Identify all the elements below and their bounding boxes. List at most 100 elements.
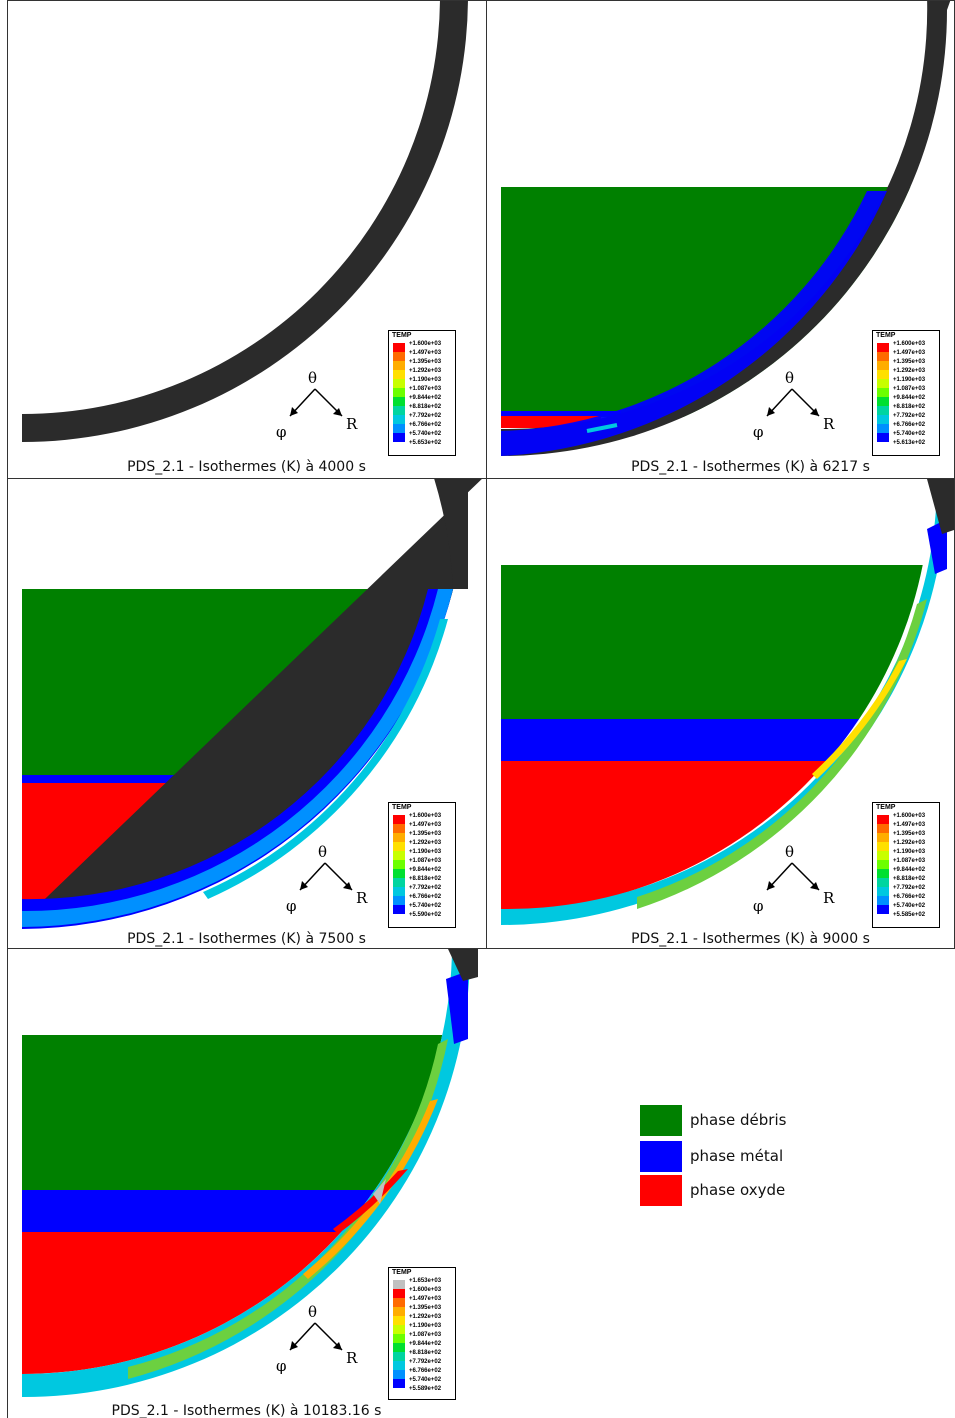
legend-swatch xyxy=(877,370,889,379)
legend-value: +9.844e+02 xyxy=(893,867,926,873)
legend-value: +1.497e+03 xyxy=(409,822,442,828)
legend-swatch xyxy=(877,842,889,851)
legend-swatch xyxy=(877,824,889,833)
legend-swatch xyxy=(393,343,405,352)
vessel-section-9000s xyxy=(501,479,954,925)
legend-value: +5.653e+02 xyxy=(409,440,442,446)
panel-caption: PDS_2.1 - Isothermes (K) à 10183.16 s xyxy=(111,1403,382,1418)
legend-swatch xyxy=(877,878,889,887)
vessel-section-10183s xyxy=(22,949,478,1398)
phi-label: φ xyxy=(276,1357,287,1375)
legend-value: +6.766e+02 xyxy=(409,1368,442,1374)
legend-swatch xyxy=(393,1280,405,1289)
legend-swatch xyxy=(393,1352,405,1361)
legend-value: +1.292e+03 xyxy=(409,1314,442,1320)
legend-value: +1.497e+03 xyxy=(409,350,442,356)
phase-oxide-swatch xyxy=(640,1175,682,1206)
legend-value: +1.292e+03 xyxy=(893,840,926,846)
legend-swatch xyxy=(877,433,889,442)
legend-swatch xyxy=(393,1298,405,1307)
legend-swatch xyxy=(393,1325,405,1334)
legend-swatch xyxy=(393,878,405,887)
legend-value: +7.792e+02 xyxy=(409,885,442,891)
legend-swatch xyxy=(877,361,889,370)
legend-value: +5.740e+02 xyxy=(409,903,442,909)
legend-swatch xyxy=(877,860,889,869)
panel-4000s: TEMP +1.600e+03 +1.497e+03 +1.395e+03 +1.29… xyxy=(8,1,485,477)
vessel-section-4000s xyxy=(22,1,468,442)
legend-swatch xyxy=(877,851,889,860)
legend-swatch xyxy=(393,1307,405,1316)
legend-swatch xyxy=(877,379,889,388)
legend-swatch xyxy=(393,887,405,896)
legend-swatch xyxy=(393,824,405,833)
legend-swatch xyxy=(877,388,889,397)
panel-divider-vertical xyxy=(486,0,487,948)
r-label: R xyxy=(356,889,368,907)
legend-swatch xyxy=(877,887,889,896)
legend-value: +5.585e+02 xyxy=(893,912,926,918)
legend-value: +8.818e+02 xyxy=(409,1350,442,1356)
legend-value: +5.589e+02 xyxy=(409,1386,442,1392)
legend-swatch xyxy=(393,370,405,379)
legend-swatch xyxy=(393,851,405,860)
legend-swatch xyxy=(393,1316,405,1325)
vessel-section-6217s xyxy=(501,1,951,456)
legend-value: +8.818e+02 xyxy=(409,404,442,410)
legend-value: +1.292e+03 xyxy=(409,840,442,846)
legend-title: TEMP xyxy=(392,804,412,811)
legend-swatch xyxy=(393,361,405,370)
legend-value: +5.740e+02 xyxy=(893,903,926,909)
legend-value: +1.653e+03 xyxy=(409,1278,442,1284)
panel-divider-h2 xyxy=(7,948,955,949)
legend-swatch xyxy=(393,1343,405,1352)
legend-value: +1.087e+03 xyxy=(893,386,926,392)
legend-value: +8.818e+02 xyxy=(893,404,926,410)
legend-value: +5.613e+02 xyxy=(893,440,926,446)
legend-swatch xyxy=(393,379,405,388)
legend-swatch xyxy=(877,415,889,424)
legend-swatch xyxy=(877,905,889,914)
legend-swatch xyxy=(393,406,405,415)
legend-value: +1.087e+03 xyxy=(409,1332,442,1338)
legend-value: +6.766e+02 xyxy=(893,422,926,428)
r-label: R xyxy=(346,1349,358,1367)
axis-glyph: θ φ R xyxy=(747,369,837,446)
panel-9000s: TEMP +1.600e+03 +1.497e+03 +1.395e+03 +1.29… xyxy=(487,479,954,947)
axis-glyph: θ φ R xyxy=(270,369,360,446)
legend-swatch xyxy=(393,1370,405,1379)
theta-label: θ xyxy=(785,369,795,387)
legend-value: +1.395e+03 xyxy=(409,1305,442,1311)
legend-swatch xyxy=(393,1334,405,1343)
vessel-wall xyxy=(22,1,468,442)
legend-swatch xyxy=(877,343,889,352)
legend-value: +1.087e+03 xyxy=(409,386,442,392)
legend-value: +5.740e+02 xyxy=(409,431,442,437)
legend-value: +5.740e+02 xyxy=(893,431,926,437)
panel-10183s: TEMP +1.653e+03 +1.600e+03 +1.497e+03 +1.39… xyxy=(8,949,485,1418)
axis-glyph: θ φ R xyxy=(280,843,370,920)
temp-legend: TEMP +1.653e+03 +1.600e+03 +1.497e+03 +1.39… xyxy=(388,1267,456,1400)
legend-swatch xyxy=(393,415,405,424)
legend-swatch xyxy=(393,1361,405,1370)
legend-value: +1.600e+03 xyxy=(893,813,926,819)
legend-value: +1.190e+03 xyxy=(893,377,926,383)
legend-swatch xyxy=(393,397,405,406)
legend-value: +7.792e+02 xyxy=(409,413,442,419)
legend-value: +8.818e+02 xyxy=(893,876,926,882)
legend-swatch xyxy=(877,869,889,878)
legend-title: TEMP xyxy=(392,1269,412,1276)
phase-metal-label: phase métal xyxy=(690,1147,784,1165)
panel-caption: PDS_2.1 - Isothermes (K) à 4000 s xyxy=(127,459,366,475)
legend-value: +1.395e+03 xyxy=(409,359,442,365)
phase-debris-swatch xyxy=(640,1105,682,1136)
legend-value: +9.844e+02 xyxy=(409,395,442,401)
legend-value: +1.292e+03 xyxy=(893,368,926,374)
r-label: R xyxy=(346,415,358,433)
phi-label: φ xyxy=(286,897,297,915)
legend-value: +1.190e+03 xyxy=(409,849,442,855)
legend-value: +1.395e+03 xyxy=(893,831,926,837)
legend-swatch xyxy=(877,406,889,415)
legend-value: +5.590e+02 xyxy=(409,912,442,918)
legend-value: +1.600e+03 xyxy=(409,341,442,347)
